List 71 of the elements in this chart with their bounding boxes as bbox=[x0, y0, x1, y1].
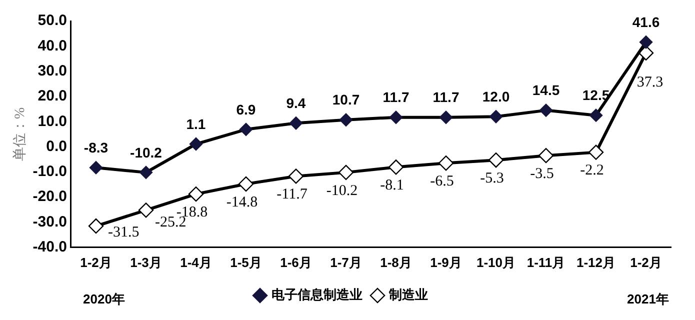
x-tick-label: 1-2月 bbox=[630, 254, 662, 270]
point bbox=[238, 176, 254, 192]
point bbox=[539, 104, 553, 117]
data-label: -31.5 bbox=[108, 224, 140, 240]
data-label: -8.1 bbox=[380, 178, 404, 194]
x-tick-label: 1-8月 bbox=[380, 254, 412, 270]
text: 2020年 bbox=[83, 292, 125, 307]
x-tick-label: 1-10月 bbox=[476, 254, 516, 270]
y-tick-label: 20.0 bbox=[38, 88, 67, 105]
data-label: -10.2 bbox=[130, 144, 162, 160]
point bbox=[189, 137, 203, 151]
point bbox=[339, 113, 353, 126]
x-tick-label: 1-3月 bbox=[130, 254, 162, 270]
point bbox=[138, 202, 154, 218]
y-tick-label: 0.0 bbox=[46, 138, 67, 155]
point bbox=[188, 186, 204, 202]
y-tick-label: 10.0 bbox=[38, 112, 67, 130]
text: 2021年 bbox=[627, 292, 669, 307]
data-label: 1.1 bbox=[186, 116, 206, 132]
point bbox=[338, 164, 354, 180]
data-label: -11.7 bbox=[276, 186, 308, 203]
y-axis-title: 单位：% bbox=[12, 107, 28, 162]
data-label: -10.2 bbox=[326, 182, 358, 199]
x-tick-label: 1-6月 bbox=[280, 254, 312, 270]
data-label: 37.3 bbox=[636, 74, 664, 90]
data-label: 14.5 bbox=[532, 82, 560, 98]
point bbox=[388, 160, 404, 175]
point bbox=[439, 110, 453, 124]
x-tick-label: 1-12月 bbox=[576, 254, 616, 270]
point bbox=[438, 156, 454, 171]
point bbox=[288, 168, 304, 184]
data-label: -8.3 bbox=[84, 140, 108, 156]
point bbox=[489, 110, 503, 124]
data-label: 12.0 bbox=[482, 88, 510, 104]
point bbox=[89, 161, 103, 174]
x-tick-label: 1-5月 bbox=[230, 254, 262, 270]
x-tick-label: 1-2月 bbox=[80, 254, 112, 270]
x-tick-label: 1-4月 bbox=[180, 254, 212, 270]
point bbox=[588, 144, 604, 160]
point bbox=[239, 122, 253, 136]
data-label: 9.4 bbox=[286, 94, 306, 111]
point bbox=[88, 218, 104, 234]
data-label: 41.6 bbox=[632, 14, 660, 30]
y-tick-label: -30.0 bbox=[32, 213, 67, 230]
point bbox=[389, 110, 403, 124]
point bbox=[538, 148, 554, 164]
data-label: -14.8 bbox=[226, 194, 258, 210]
point bbox=[639, 36, 653, 49]
y-tick-label: 30.0 bbox=[38, 62, 67, 80]
data-label: 10.7 bbox=[332, 92, 360, 108]
x-tick-label: 1-9月 bbox=[430, 254, 462, 270]
data-label: 11.7 bbox=[382, 89, 410, 106]
data-label: 6.9 bbox=[236, 101, 256, 118]
x-tick-label: 1-7月 bbox=[330, 254, 362, 270]
point bbox=[289, 116, 303, 130]
legend-label: 制造业 bbox=[388, 287, 428, 302]
y-tick-label: -40.0 bbox=[32, 238, 67, 256]
data-label: 11.7 bbox=[432, 89, 460, 106]
point bbox=[139, 166, 153, 180]
data-label: -2.2 bbox=[580, 162, 604, 179]
y-tick-label: -10.0 bbox=[32, 163, 67, 180]
point bbox=[488, 152, 504, 168]
y-tick-label: 50.0 bbox=[38, 12, 67, 30]
data-label: -6.5 bbox=[430, 174, 454, 190]
y-tick-label: -20.0 bbox=[32, 188, 67, 206]
legend-label: 电子信息制造业 bbox=[272, 287, 362, 302]
x-tick-label: 1-11月 bbox=[526, 254, 566, 270]
data-label: -3.5 bbox=[530, 166, 554, 182]
y-tick-label: 40.0 bbox=[38, 37, 67, 54]
point bbox=[589, 108, 603, 122]
data-label: -5.3 bbox=[480, 170, 504, 187]
